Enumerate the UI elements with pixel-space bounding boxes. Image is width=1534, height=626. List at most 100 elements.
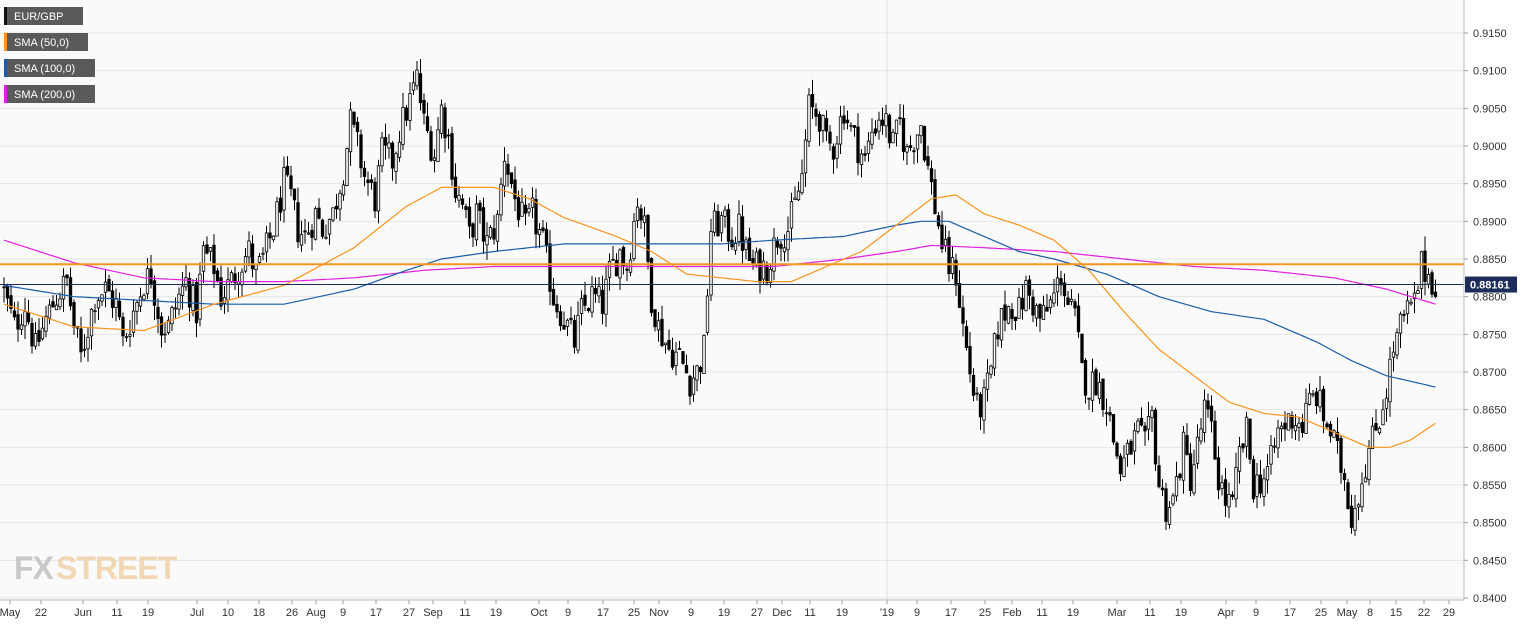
candle-body-up [642,215,647,223]
candle-body-up [338,192,342,210]
candle-body-down [516,197,521,221]
legend-item-background [4,85,95,103]
candle-body-down [842,115,846,124]
candle-body-up [282,167,286,211]
candle-body-down [957,283,962,308]
candle-body-down [72,302,76,328]
legend-color-swatch [4,33,7,51]
candle-body-down [16,314,20,330]
candle-body-down [639,208,643,221]
candle-body-up [702,334,706,374]
candle-body-down [233,273,237,284]
candle-body-down [422,99,426,114]
candle-body-up [226,279,230,301]
candle-body-up [537,229,542,236]
candle-body-up [1363,477,1368,483]
legend-item-label: SMA (100,0) [14,63,75,75]
candle-body-down [390,142,395,169]
x-tick-label: May [1337,607,1358,619]
x-tick-label: 11 [804,607,815,619]
candle-body-down [1325,423,1329,428]
candle-body-up [663,342,668,346]
candle-body-up [131,310,136,333]
candle-body-down [152,280,157,306]
grid-lines [0,0,1464,600]
candle-body-up [499,183,503,216]
candle-body-up [1395,332,1399,356]
candle-body-down [285,165,290,176]
candle-body-up [950,257,955,274]
x-tick-label: 9 [914,607,920,619]
y-tick-label: 0.8900 [1473,216,1507,228]
candle-body-up [170,307,174,325]
candle-body-down [887,114,892,144]
candle-body-down [359,134,363,169]
candle-body-up [1192,464,1196,494]
candle-body-up [40,327,45,340]
candle-body-down [464,206,468,210]
candle-body-down [558,311,563,327]
candle-body-up [579,298,584,314]
candle-body-down [1062,282,1067,297]
candle-body-down [1223,479,1228,506]
candle-body-down [978,394,983,418]
candle-body-up [1332,430,1336,438]
candle-body-up [1171,495,1175,505]
candle-body-up [163,333,167,336]
candle-body-down [961,307,965,324]
candle-body-up [1416,290,1420,294]
candle-body-down [296,202,300,243]
candle-body-down [303,230,307,233]
candle-body-down [1073,301,1077,309]
x-tick-label: 11 [1144,607,1155,619]
candle-body-down [814,108,818,117]
x-tick-label: 9 [565,607,571,619]
candle-body-up [754,251,759,266]
y-tick-label: 0.8650 [1473,405,1507,417]
candle-body-up [380,137,384,167]
candle-body-down [355,121,360,133]
candle-body-up [1419,251,1424,289]
candle-body-up [1024,280,1028,312]
candle-body-up [166,319,171,334]
candle-body-down [572,319,577,348]
candle-body-up [173,307,178,310]
candle-body-up [502,160,507,187]
candle-body-down [646,214,650,262]
candle-body-down [159,316,164,336]
candle-body-down [856,126,860,164]
candle-body-down [352,111,356,125]
candle-body-down [698,366,703,373]
x-tick-label: Feb [1003,607,1022,619]
candle-body-up [884,113,888,127]
candle-body-down [940,224,944,250]
candle-body-down [1111,414,1116,443]
x-tick-label: 19 [142,607,154,619]
candle-body-down [1010,309,1014,319]
candle-body-down [1080,333,1084,363]
candle-body-up [1377,427,1382,434]
candle-body-up [247,240,251,258]
candle-body-up [656,320,661,331]
candle-body-up [1409,301,1413,305]
candle-body-down [506,163,510,175]
candle-body-down [1433,291,1438,297]
candle-body-up [768,269,773,283]
candle-body-up [1318,390,1322,408]
candle-body-up [1367,447,1371,481]
candle-body-down [1346,482,1350,510]
y-tick-label: 0.8500 [1473,518,1507,530]
candle-body-down [873,128,878,134]
candle-body-down [1059,278,1063,286]
x-tick-label: Nov [649,607,669,619]
candle-body-up [635,206,640,222]
candle-body-down [810,93,815,108]
candle-body-up [520,201,524,217]
candle-body-down [625,268,629,271]
candle-body-down [320,219,325,237]
candle-body-up [1398,313,1403,334]
candle-body-down [569,317,573,320]
candle-body-up [796,190,801,201]
